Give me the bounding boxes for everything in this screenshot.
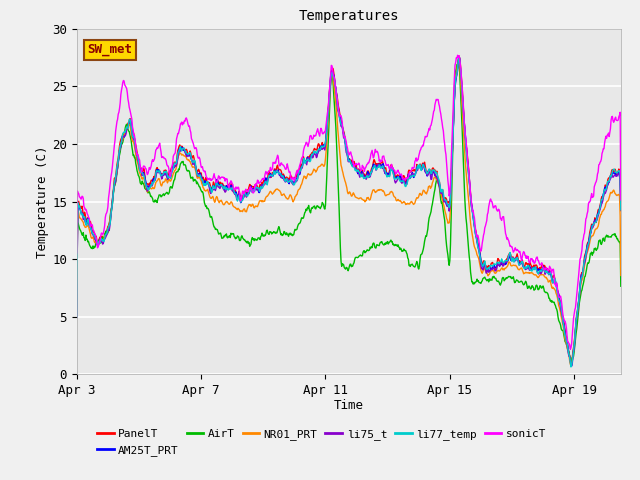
li77_temp bbox=[332, 83, 339, 88]
li75_t bbox=[568, 363, 575, 369]
Line: sonicT: sonicT bbox=[77, 55, 621, 349]
PanelT bbox=[455, 53, 463, 59]
li77_temp bbox=[455, 54, 463, 60]
AM25T_PRT bbox=[536, 267, 544, 273]
Line: AirT: AirT bbox=[77, 61, 621, 362]
NR01_PRT bbox=[536, 272, 544, 278]
PanelT bbox=[216, 183, 223, 189]
sonicT bbox=[509, 249, 517, 255]
sonicT bbox=[216, 174, 223, 180]
NR01_PRT bbox=[509, 262, 517, 268]
li75_t bbox=[617, 206, 625, 212]
AM25T_PRT bbox=[457, 72, 465, 77]
AM25T_PRT bbox=[567, 363, 575, 369]
li75_t bbox=[509, 255, 517, 261]
NR01_PRT bbox=[457, 82, 465, 87]
NR01_PRT bbox=[470, 244, 478, 250]
PanelT bbox=[73, 312, 81, 318]
NR01_PRT bbox=[567, 363, 575, 369]
PanelT bbox=[568, 359, 575, 364]
sonicT bbox=[536, 262, 544, 268]
li75_t bbox=[536, 269, 544, 275]
PanelT bbox=[470, 223, 478, 229]
Line: li75_t: li75_t bbox=[77, 57, 621, 366]
PanelT bbox=[617, 206, 625, 212]
Line: NR01_PRT: NR01_PRT bbox=[77, 59, 621, 366]
Line: PanelT: PanelT bbox=[77, 56, 621, 361]
AirT bbox=[73, 272, 81, 278]
AirT bbox=[216, 231, 223, 237]
NR01_PRT bbox=[332, 94, 339, 100]
AM25T_PRT bbox=[332, 82, 339, 88]
li77_temp bbox=[567, 364, 575, 370]
sonicT bbox=[566, 347, 574, 352]
sonicT bbox=[73, 250, 81, 256]
Legend: PanelT, AM25T_PRT, AirT, NR01_PRT, li75_t, li77_temp, sonicT: PanelT, AM25T_PRT, AirT, NR01_PRT, li75_… bbox=[93, 425, 550, 460]
AirT bbox=[566, 359, 574, 365]
AM25T_PRT bbox=[73, 313, 81, 319]
li77_temp bbox=[73, 314, 81, 320]
li77_temp bbox=[216, 183, 223, 189]
AirT bbox=[470, 281, 478, 287]
sonicT bbox=[457, 65, 465, 71]
Title: Temperatures: Temperatures bbox=[298, 10, 399, 24]
li77_temp bbox=[536, 268, 544, 274]
sonicT bbox=[617, 197, 625, 203]
li75_t bbox=[332, 83, 339, 88]
AM25T_PRT bbox=[455, 54, 463, 60]
Y-axis label: Temperature (C): Temperature (C) bbox=[36, 145, 49, 258]
AM25T_PRT bbox=[216, 182, 223, 188]
NR01_PRT bbox=[455, 56, 463, 62]
li75_t bbox=[457, 71, 465, 77]
Line: li77_temp: li77_temp bbox=[77, 57, 621, 367]
NR01_PRT bbox=[73, 280, 81, 286]
AirT bbox=[454, 59, 462, 64]
AirT bbox=[536, 283, 544, 289]
sonicT bbox=[332, 82, 339, 87]
li77_temp bbox=[617, 207, 625, 213]
AM25T_PRT bbox=[509, 256, 517, 262]
li77_temp bbox=[457, 69, 465, 74]
X-axis label: Time: Time bbox=[334, 398, 364, 411]
li77_temp bbox=[470, 224, 478, 229]
sonicT bbox=[470, 215, 478, 221]
AM25T_PRT bbox=[617, 208, 625, 214]
Line: AM25T_PRT: AM25T_PRT bbox=[77, 57, 621, 366]
li75_t bbox=[470, 223, 478, 229]
PanelT bbox=[536, 264, 544, 270]
AM25T_PRT bbox=[470, 222, 478, 228]
PanelT bbox=[332, 81, 339, 87]
li75_t bbox=[455, 54, 463, 60]
PanelT bbox=[457, 68, 465, 73]
NR01_PRT bbox=[617, 273, 625, 278]
Text: SW_met: SW_met bbox=[88, 43, 132, 56]
AirT bbox=[617, 283, 625, 289]
AirT bbox=[509, 274, 517, 280]
li75_t bbox=[73, 314, 81, 320]
PanelT bbox=[509, 254, 517, 260]
li77_temp bbox=[509, 255, 517, 261]
sonicT bbox=[454, 52, 461, 58]
AirT bbox=[457, 95, 465, 101]
AirT bbox=[332, 114, 339, 120]
NR01_PRT bbox=[216, 200, 223, 205]
li75_t bbox=[216, 185, 223, 191]
